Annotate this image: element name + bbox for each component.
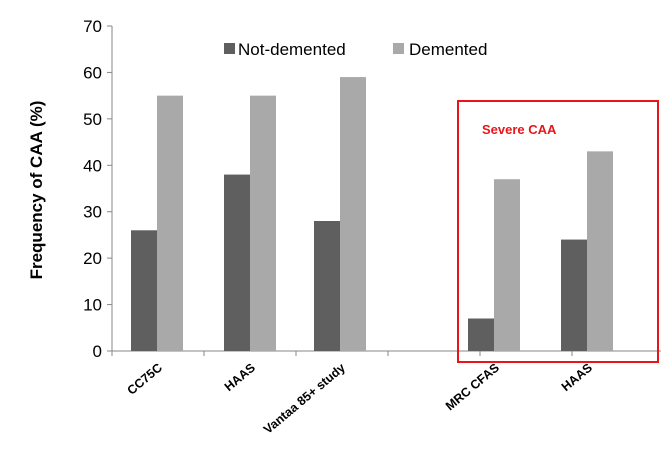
category-label: CC75C xyxy=(125,361,165,398)
bar-not-demented xyxy=(224,174,250,351)
severe-caa-box xyxy=(457,100,659,363)
y-axis-title: Frequency of CAA (%) xyxy=(27,101,46,280)
bar-demented xyxy=(494,179,520,351)
bar-demented xyxy=(587,151,613,351)
severe-caa-label: Severe CAA xyxy=(482,122,557,137)
x-axis xyxy=(111,350,661,356)
y-tick-label: 40 xyxy=(83,156,102,175)
y-tick-label: 0 xyxy=(93,342,102,361)
legend-label-demented: Demented xyxy=(409,40,487,59)
bar-not-demented xyxy=(561,239,587,351)
category-label: HAAS xyxy=(222,361,258,394)
bars xyxy=(131,77,613,352)
y-tick-label: 20 xyxy=(83,249,102,268)
bar-not-demented xyxy=(314,221,340,351)
category-labels: CC75C HAAS Vantaa 85+ study MRC CFAS HAAS xyxy=(125,361,595,437)
y-tick-label: 30 xyxy=(83,203,102,222)
category-label: Vantaa 85+ study xyxy=(261,361,348,437)
bar-demented xyxy=(340,77,366,352)
legend: Not-demented Demented xyxy=(224,40,487,59)
legend-label-not-demented: Not-demented xyxy=(238,40,346,59)
severe-caa-annotation: Severe CAA xyxy=(457,100,659,363)
legend-swatch-demented xyxy=(393,43,404,54)
bar-not-demented xyxy=(131,230,157,351)
y-tick-label: 70 xyxy=(83,17,102,36)
legend-swatch-not-demented xyxy=(224,43,235,54)
y-tick-label: 50 xyxy=(83,110,102,129)
bar-demented xyxy=(250,95,276,352)
bar-not-demented xyxy=(468,318,494,351)
y-tick-label: 60 xyxy=(83,63,102,82)
y-tick-label: 10 xyxy=(83,296,102,315)
bar-demented xyxy=(157,95,183,352)
y-axis: 0 10 20 30 40 50 60 70 xyxy=(83,17,113,361)
category-label: HAAS xyxy=(559,361,595,394)
category-label: MRC CFAS xyxy=(443,361,502,414)
